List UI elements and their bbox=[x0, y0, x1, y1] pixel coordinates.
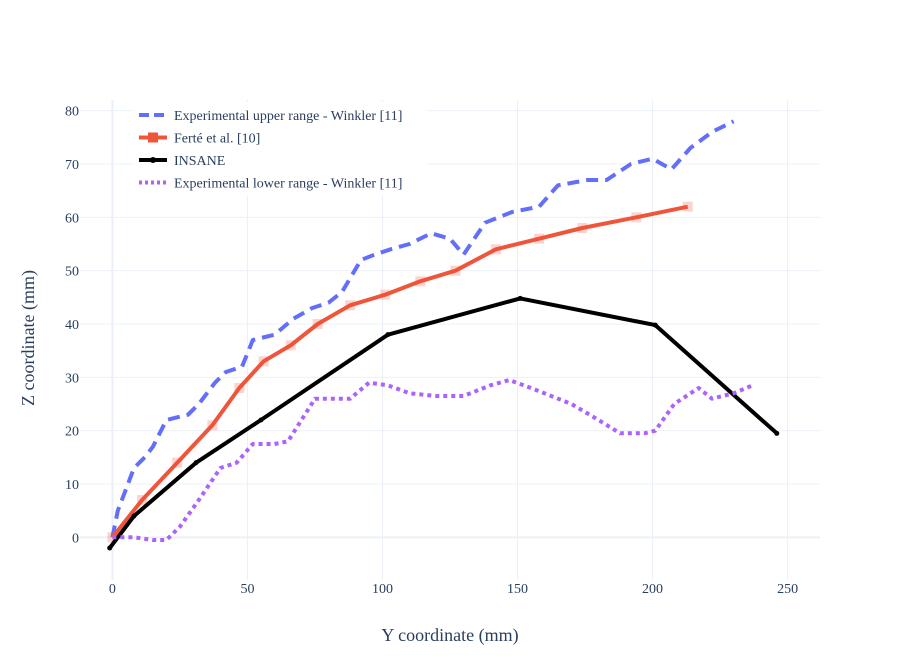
y-tick-label: 60 bbox=[65, 211, 79, 226]
x-tick-label: 100 bbox=[372, 582, 393, 597]
data-point[interactable] bbox=[534, 233, 545, 244]
grid bbox=[80, 100, 820, 580]
y-axis-title: Z coordinate (mm) bbox=[18, 270, 39, 406]
x-tick-label: 250 bbox=[777, 582, 798, 597]
legend-marker bbox=[150, 157, 156, 163]
x-tick-label: 200 bbox=[642, 582, 663, 597]
series-line bbox=[112, 378, 754, 542]
data-point[interactable] bbox=[577, 223, 588, 233]
data-point[interactable] bbox=[652, 322, 658, 328]
data-point[interactable] bbox=[207, 420, 218, 431]
data-point[interactable] bbox=[258, 417, 264, 423]
data-point[interactable] bbox=[415, 276, 426, 287]
y-tick-label: 80 bbox=[65, 105, 79, 120]
data-point[interactable] bbox=[517, 295, 523, 301]
legend-item[interactable]: INSANE bbox=[139, 154, 225, 169]
y-axis-ticks: 0 10 20 30 40 50 60 70 80 bbox=[65, 105, 79, 547]
data-point[interactable] bbox=[172, 457, 183, 468]
legend-background bbox=[132, 102, 428, 196]
series-3 bbox=[107, 295, 780, 551]
series-line bbox=[110, 119, 735, 538]
legend-item[interactable]: Experimental upper range - Winkler [11] bbox=[139, 109, 402, 124]
legend-marker bbox=[148, 132, 158, 143]
data-point[interactable] bbox=[258, 356, 269, 367]
x-tick-label: 50 bbox=[240, 582, 254, 597]
y-tick-label: 20 bbox=[65, 425, 79, 440]
data-point[interactable] bbox=[490, 244, 501, 255]
series-4 bbox=[112, 378, 754, 542]
legend-item[interactable]: Experimental lower range - Winkler [11] bbox=[139, 177, 402, 192]
data-point[interactable] bbox=[682, 201, 693, 212]
legend-label: Ferté et al. [10] bbox=[174, 132, 260, 147]
y-tick-label: 40 bbox=[65, 318, 79, 333]
data-point[interactable] bbox=[631, 212, 642, 223]
y-tick-label: 0 bbox=[72, 531, 79, 546]
series-line bbox=[110, 204, 689, 539]
data-point[interactable] bbox=[345, 300, 356, 311]
data-point[interactable] bbox=[193, 460, 199, 466]
y-tick-label: 70 bbox=[65, 158, 79, 173]
y-tick-label: 30 bbox=[65, 371, 79, 386]
series-line bbox=[108, 296, 779, 550]
legend-label: Experimental upper range - Winkler [11] bbox=[174, 109, 402, 124]
legend-label: Experimental lower range - Winkler [11] bbox=[174, 177, 402, 192]
data-point[interactable] bbox=[234, 383, 245, 393]
data-point[interactable] bbox=[385, 332, 391, 338]
series-2 bbox=[107, 201, 693, 543]
legend-label: INSANE bbox=[174, 154, 225, 169]
data-point[interactable] bbox=[380, 289, 391, 300]
series-1 bbox=[110, 119, 735, 538]
legend[interactable]: Experimental upper range - Winkler [11] F… bbox=[132, 102, 428, 196]
y-tick-label: 10 bbox=[65, 478, 79, 493]
x-tick-label: 150 bbox=[507, 582, 528, 597]
x-axis-title: Y coordinate (mm) bbox=[381, 625, 518, 646]
x-tick-label: 0 bbox=[109, 582, 116, 597]
data-point[interactable] bbox=[312, 319, 323, 329]
legend-item[interactable]: Ferté et al. [10] bbox=[139, 132, 260, 147]
data-point[interactable] bbox=[137, 495, 148, 505]
data-point[interactable] bbox=[774, 430, 780, 436]
data-point[interactable] bbox=[285, 340, 296, 351]
series-layer bbox=[107, 119, 780, 551]
x-axis-ticks: 0 50 100 150 200 250 bbox=[109, 582, 798, 597]
data-point[interactable] bbox=[131, 513, 137, 519]
data-point[interactable] bbox=[450, 265, 461, 276]
y-tick-label: 50 bbox=[65, 265, 79, 280]
data-point[interactable] bbox=[107, 545, 113, 551]
